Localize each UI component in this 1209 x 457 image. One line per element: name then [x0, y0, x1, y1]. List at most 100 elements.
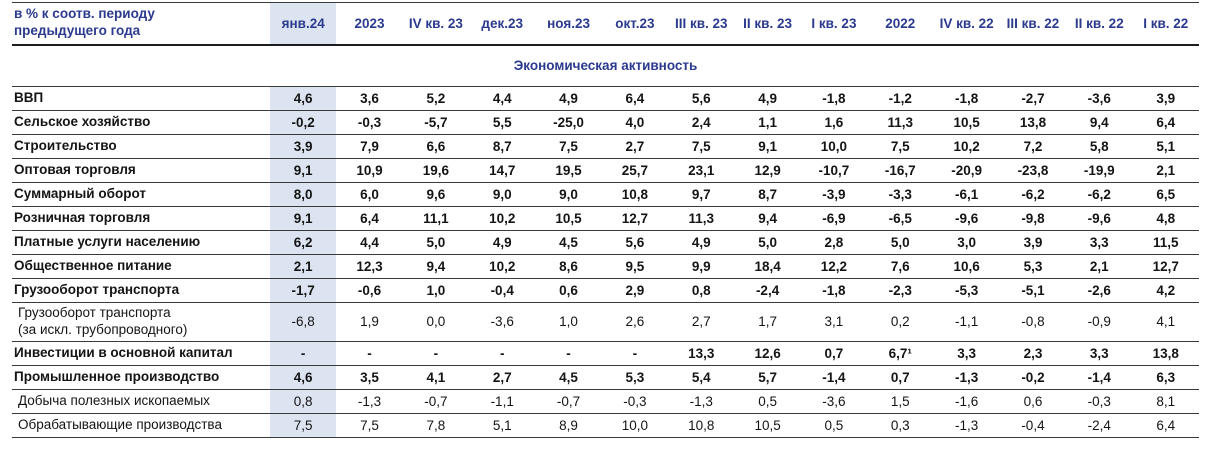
column-header-12: III кв. 22: [999, 2, 1067, 46]
value-cell: 12,2: [800, 254, 868, 279]
value-cell: 0,0: [402, 302, 470, 342]
value-cell: -0,7: [402, 388, 470, 414]
row-label: Общественное питание: [12, 254, 270, 279]
value-cell: 8,0: [270, 182, 337, 207]
table-corner-label: в % к соотв. периоду предыдущего года: [12, 2, 270, 46]
value-cell: 5,4: [668, 364, 735, 390]
value-cell: 12,9: [734, 158, 801, 183]
value-cell: 2,1: [270, 254, 337, 279]
value-cell: -2,3: [867, 278, 934, 303]
value-cell: 10,0: [800, 134, 868, 159]
value-cell: 11,1: [402, 206, 470, 231]
value-cell: 10,0: [601, 412, 669, 438]
value-cell: 12,6: [734, 340, 801, 366]
table-row: Промышленное производство 4,6 3,5 4,1 2,7 4,5…: [12, 364, 1199, 390]
value-cell: 2,6: [601, 302, 669, 342]
value-cell: -25,0: [535, 110, 602, 135]
value-cell: 5,3: [999, 254, 1067, 279]
value-cell: 2,7: [601, 134, 669, 159]
value-cell: 5,6: [601, 230, 669, 255]
column-header-4: дек.23: [469, 2, 536, 46]
table-row: Добыча полезных ископаемых 0,8 -1,3 -0,7 -1,…: [12, 388, 1199, 414]
value-cell: 10,5: [535, 206, 602, 231]
value-cell: 3,9: [999, 230, 1067, 255]
value-cell: 14,7: [469, 158, 536, 183]
value-cell: -1,3: [933, 364, 1000, 390]
value-cell: 5,8: [1066, 134, 1133, 159]
column-header-3: IV кв. 23: [402, 2, 470, 46]
value-cell: 10,8: [668, 412, 735, 438]
value-cell: 1,5: [867, 388, 934, 414]
value-cell: 7,8: [402, 412, 470, 438]
value-cell: -9,6: [1066, 206, 1133, 231]
column-header-10: 2022: [867, 2, 934, 46]
column-header-9: I кв. 23: [800, 2, 868, 46]
value-cell: 5,3: [601, 364, 669, 390]
value-cell: 8,7: [469, 134, 536, 159]
table-row: Грузооборот транспорта (за искл. трубопр…: [12, 302, 1199, 342]
value-cell: 3,5: [336, 364, 403, 390]
value-cell: 3,9: [1132, 86, 1199, 111]
value-cell: -19,9: [1066, 158, 1133, 183]
value-cell: -0,9: [1066, 302, 1133, 342]
value-cell: 11,3: [867, 110, 934, 135]
value-cell: 10,5: [734, 412, 801, 438]
value-cell: 2,8: [800, 230, 868, 255]
value-cell: 12,7: [601, 206, 669, 231]
value-cell: 8,6: [535, 254, 602, 279]
value-cell: -6,8: [270, 302, 337, 342]
value-cell: 6,4: [336, 206, 403, 231]
row-label: Сельское хозяйство: [12, 110, 270, 135]
value-cell: 7,5: [867, 134, 934, 159]
value-cell: 0,5: [800, 412, 868, 438]
value-cell: 4,9: [668, 230, 735, 255]
column-header-5: ноя.23: [535, 2, 602, 46]
table-header: в % к соотв. периоду предыдущего года ян…: [12, 2, 1199, 46]
row-label: Грузооборот транспорта (за искл. трубопр…: [12, 302, 270, 342]
value-cell: 2,4: [668, 110, 735, 135]
value-cell: 3,3: [933, 340, 1000, 366]
value-cell: 7,2: [999, 134, 1067, 159]
value-cell: 5,7: [734, 364, 801, 390]
value-cell: 10,8: [601, 182, 669, 207]
value-cell: 0,8: [270, 388, 337, 414]
value-cell: -2,4: [1066, 412, 1133, 438]
value-cell: -0,2: [999, 364, 1067, 390]
value-cell: 2,3: [999, 340, 1067, 366]
value-cell: 4,2: [1132, 278, 1199, 303]
value-cell: 5,1: [469, 412, 536, 438]
value-cell: 9,1: [270, 206, 337, 231]
value-cell: -2,4: [734, 278, 801, 303]
value-cell: 6,6: [402, 134, 470, 159]
value-cell: -1,8: [933, 86, 1000, 111]
value-cell: 10,6: [933, 254, 1000, 279]
value-cell: 5,2: [402, 86, 470, 111]
value-cell: 3,3: [1066, 340, 1133, 366]
value-cell: 7,5: [668, 134, 735, 159]
value-cell: -0,3: [601, 388, 669, 414]
column-header-11: IV кв. 22: [933, 2, 1000, 46]
value-cell: 0,7: [867, 364, 934, 390]
value-cell: 4,8: [1132, 206, 1199, 231]
value-cell: 2,7: [668, 302, 735, 342]
value-cell: -16,7: [867, 158, 934, 183]
value-cell: 1,1: [734, 110, 801, 135]
value-cell: 5,5: [469, 110, 536, 135]
value-cell: -1,3: [933, 412, 1000, 438]
value-cell: -0,3: [1066, 388, 1133, 414]
value-cell: -3,6: [1066, 86, 1133, 111]
value-cell: -: [336, 340, 403, 366]
value-cell: 4,4: [336, 230, 403, 255]
row-label: Строительство: [12, 134, 270, 159]
value-cell: 0,6: [999, 388, 1067, 414]
table-row: Сельское хозяйство -0,2 -0,3 -5,7 5,5 -25,0 4,…: [12, 110, 1199, 135]
value-cell: -1,8: [800, 278, 868, 303]
value-cell: 7,6: [867, 254, 934, 279]
value-cell: -9,6: [933, 206, 1000, 231]
value-cell: -1,8: [800, 86, 868, 111]
value-cell: 19,5: [535, 158, 602, 183]
value-cell: -20,9: [933, 158, 1000, 183]
value-cell: 8,1: [1132, 388, 1199, 414]
value-cell: -: [535, 340, 602, 366]
value-cell: 9,5: [601, 254, 669, 279]
